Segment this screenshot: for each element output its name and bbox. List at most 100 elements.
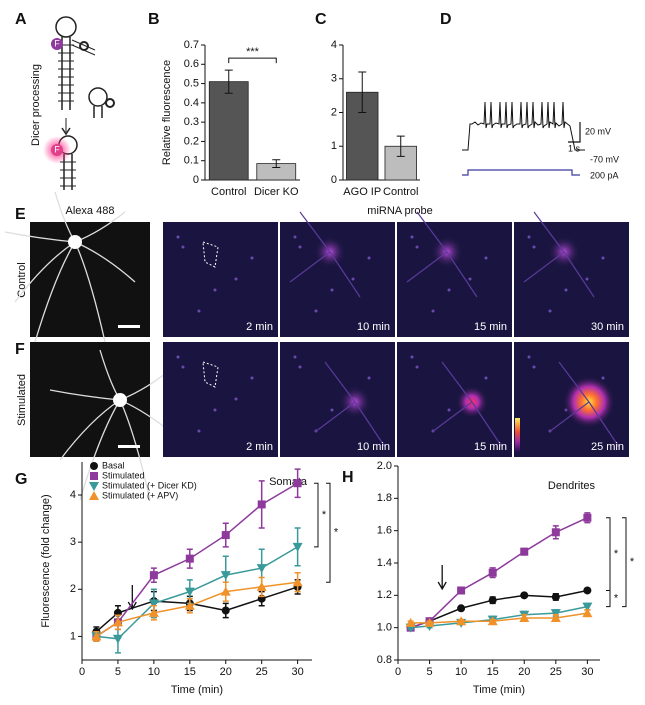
speck [484, 376, 488, 380]
x-tick-label: 15 [487, 666, 499, 678]
marker [148, 607, 159, 617]
marker [582, 608, 593, 618]
marker [89, 482, 99, 491]
significance-bracket [606, 517, 611, 591]
y-tick-label: 1.8 [377, 492, 392, 504]
scale-label: -70 mV [590, 154, 619, 164]
speck [213, 288, 217, 292]
x-tick-label: 20 [220, 666, 232, 678]
speck [527, 235, 531, 239]
time-label: 2 min [246, 321, 273, 333]
y-tick-label: 2.0 [377, 460, 392, 472]
voltage-trace [462, 101, 585, 151]
marker [583, 586, 592, 595]
scale-bar [568, 122, 581, 143]
significance-label: * [614, 592, 619, 604]
scale-bar [118, 325, 140, 328]
speck [234, 277, 238, 281]
neurite-signal [314, 361, 386, 448]
x-tick-label: 5 [115, 666, 121, 678]
y-tick-label: 1.2 [377, 589, 392, 601]
marker [184, 587, 195, 597]
fluorophore-label: F [54, 144, 60, 154]
marker [184, 600, 195, 610]
speck [298, 245, 302, 249]
speck [367, 376, 371, 380]
y-tick-label: 0.8 [377, 654, 392, 666]
x-tick-label: 0 [395, 666, 401, 678]
marker [292, 542, 303, 552]
speck [181, 365, 185, 369]
stimulus-arrow [127, 585, 137, 611]
time-label: 2 min [246, 441, 273, 453]
speck [330, 408, 334, 412]
significance-bracket [314, 482, 319, 548]
marker [583, 513, 592, 522]
neurite-signal [548, 361, 620, 448]
speck [447, 408, 451, 412]
speck [351, 277, 355, 281]
neurite [59, 399, 121, 461]
marker [551, 528, 560, 537]
color-scale [515, 418, 520, 452]
x-tick-label: 30 [292, 666, 304, 678]
speck [601, 256, 605, 260]
marker [582, 602, 593, 612]
legend-label: Stimulated (+ Dicer KD) [102, 480, 197, 490]
bar [208, 81, 249, 181]
significance-bracket [326, 482, 331, 583]
marker [405, 617, 416, 627]
significance-label: * [630, 556, 635, 568]
marker [220, 571, 231, 581]
legend-label: Stimulated (+ APV) [102, 490, 178, 500]
y-tick-label: 0.5 [184, 77, 199, 89]
marker [257, 500, 266, 509]
speck [176, 355, 180, 359]
speck [213, 408, 217, 412]
y-tick-label: 3 [70, 536, 76, 548]
speck [298, 365, 302, 369]
y-tick-label: 1.0 [377, 622, 392, 634]
panel-letter: E [15, 206, 26, 223]
y-tick-label: 3 [331, 73, 337, 85]
panel-letter: F [15, 341, 25, 358]
speck [532, 245, 536, 249]
y-tick-label: 2 [331, 106, 337, 118]
x-tick-label: 25 [256, 666, 268, 678]
y-tick-label: 2 [70, 583, 76, 595]
panel-letter: H [342, 469, 354, 486]
x-tick-label: AGO IP [343, 186, 381, 198]
y-tick-label: 1 [331, 140, 337, 152]
time-label: 15 min [474, 321, 507, 333]
speck [532, 365, 536, 369]
speck [585, 277, 589, 281]
marker [91, 631, 102, 641]
speck [367, 256, 371, 260]
column-title: Alexa 488 [66, 205, 115, 217]
marker [488, 568, 497, 577]
marker [185, 554, 194, 563]
speck [468, 277, 472, 281]
speck [314, 309, 318, 313]
marker [221, 606, 230, 615]
error-bar [396, 135, 405, 157]
scale-label: 20 mV [585, 126, 611, 136]
panel-letter: G [15, 471, 27, 488]
marker [90, 462, 98, 470]
y-tick-label: 0.4 [184, 97, 199, 109]
x-axis-label: Time (min) [473, 684, 525, 696]
speck [250, 376, 254, 380]
neurite-signal [406, 211, 478, 298]
speck [197, 309, 201, 313]
image-probe [397, 342, 512, 457]
marker [89, 491, 99, 500]
x-tick-label: Control [383, 186, 418, 198]
scale-label: 200 pA [590, 170, 619, 180]
x-tick-label: 15 [184, 666, 196, 678]
marker [457, 604, 466, 613]
series-line [96, 546, 299, 640]
quencher [79, 41, 89, 51]
speck [181, 245, 185, 249]
significance-bracket [606, 589, 611, 608]
